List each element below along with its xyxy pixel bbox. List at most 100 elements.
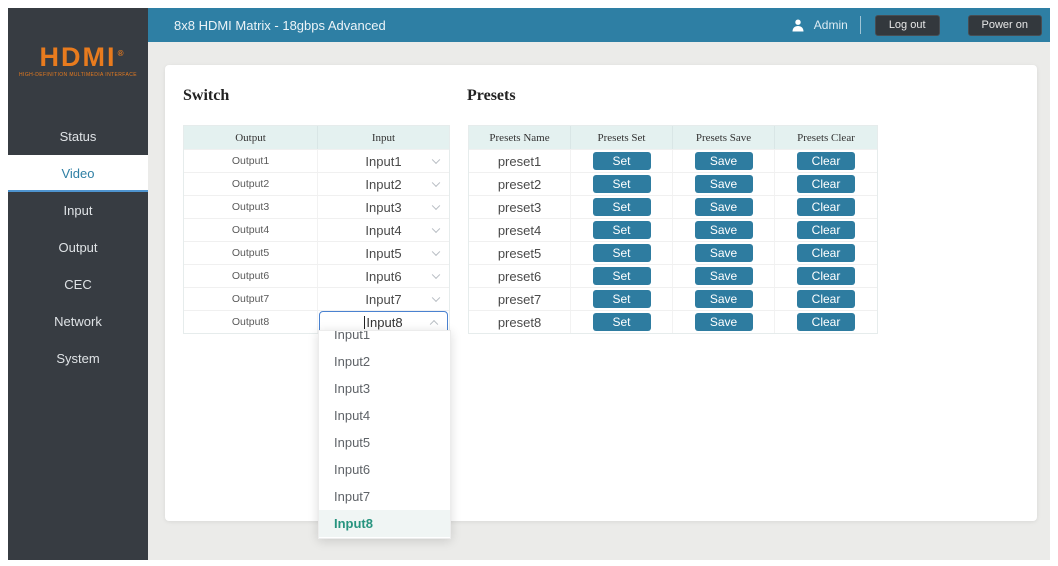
clear-button-preset5[interactable]: Clear [797, 244, 855, 262]
chevron-down-icon [431, 247, 441, 257]
sidebar-item-system[interactable]: System [56, 351, 100, 366]
input-select-output1[interactable]: Input1 [318, 150, 449, 172]
set-button-preset8[interactable]: Set [592, 313, 651, 331]
preset-name: preset7 [469, 288, 571, 310]
preset-name: preset2 [469, 173, 571, 195]
page-title: 8x8 HDMI Matrix - 18gbps Advanced [174, 17, 386, 33]
input-select-output8-focused[interactable]: Input8 [318, 311, 449, 334]
output-label: Output4 [184, 219, 318, 241]
trademark-symbol: ® [117, 49, 126, 58]
save-button-preset5[interactable]: Save [694, 244, 753, 262]
dropdown-option-input5[interactable]: Input5 [334, 435, 371, 450]
output-label: Output7 [184, 288, 318, 310]
sidebar: HDMI ® HIGH-DEFINITION MULTIMEDIA INTERFA… [8, 8, 148, 560]
set-button-preset5[interactable]: Set [592, 244, 651, 262]
column-header-presets-name: Presets Name [469, 126, 571, 149]
output-label: Output2 [184, 173, 318, 195]
presets-table: Presets Name Presets Set Presets Save Pr… [468, 125, 878, 334]
save-button-preset7[interactable]: Save [694, 290, 753, 308]
input-select-value: Input8 [366, 315, 403, 330]
dropdown-options-list: Input1 Input2 Input3 Input4 Input5 Input… [319, 330, 450, 537]
power-on-button[interactable]: Power on [967, 14, 1042, 36]
set-button-preset4[interactable]: Set [592, 221, 651, 239]
save-button-preset1[interactable]: Save [694, 152, 753, 170]
table-row: Output6 Input6 [184, 264, 449, 287]
switch-table-header: Output Input [184, 126, 449, 149]
input-select-output7[interactable]: Input7 [318, 288, 449, 310]
clear-button-preset8[interactable]: Clear [797, 313, 855, 331]
dropdown-option-input6[interactable]: Input6 [334, 462, 371, 477]
clear-button-preset6[interactable]: Clear [797, 267, 855, 285]
input-select-value: Input6 [365, 268, 402, 284]
top-header-bar: 8x8 HDMI Matrix - 18gbps Advanced Admin … [148, 8, 1050, 42]
set-button-preset2[interactable]: Set [592, 175, 651, 193]
table-row: Output3 Input3 [184, 195, 449, 218]
input-select-value: Input3 [365, 199, 402, 215]
table-row: preset6 Set Save Clear [469, 264, 877, 287]
table-row: preset4 Set Save Clear [469, 218, 877, 241]
input-select-value: Input4 [365, 222, 402, 238]
logged-in-user: Admin [813, 18, 848, 32]
clear-button-preset7[interactable]: Clear [797, 290, 855, 308]
presets-section-title: Presets [467, 87, 516, 104]
table-row: Output5 Input5 [184, 241, 449, 264]
input-select-output5[interactable]: Input5 [318, 242, 449, 264]
sidebar-item-status[interactable]: Status [59, 129, 97, 144]
set-button-preset6[interactable]: Set [592, 267, 651, 285]
dropdown-option-input2[interactable]: Input2 [334, 354, 371, 369]
set-button-preset7[interactable]: Set [592, 290, 651, 308]
input-select-output2[interactable]: Input2 [318, 173, 449, 195]
dropdown-option-input3[interactable]: Input3 [334, 381, 371, 396]
hdmi-logo-text: HDMI ® [39, 42, 126, 72]
dropdown-option-input1[interactable]: Input1 [334, 330, 371, 342]
chevron-down-icon [431, 178, 441, 188]
dropdown-option-input8-selected[interactable]: Input8 [319, 510, 450, 537]
clear-button-preset1[interactable]: Clear [797, 152, 855, 170]
table-row: preset1 Set Save Clear [469, 149, 877, 172]
sidebar-item-video[interactable]: Video [8, 155, 148, 192]
column-header-presets-clear: Presets Clear [797, 131, 855, 144]
sidebar-item-cec[interactable]: CEC [64, 277, 92, 292]
save-button-preset3[interactable]: Save [694, 198, 753, 216]
table-row: preset8 Set Save Clear [469, 310, 877, 333]
log-out-button[interactable]: Log out [874, 14, 940, 36]
output-label: Output1 [184, 150, 318, 172]
clear-button-preset2[interactable]: Clear [797, 175, 855, 193]
save-button-preset2[interactable]: Save [694, 175, 753, 193]
chevron-down-icon [431, 201, 441, 211]
input-select-output6[interactable]: Input6 [318, 265, 449, 287]
sidebar-item-output[interactable]: Output [58, 240, 98, 255]
sidebar-item-network[interactable]: Network [54, 314, 102, 329]
set-button-preset3[interactable]: Set [592, 198, 651, 216]
input-dropdown-menu: Input1 Input2 Input3 Input4 Input5 Input… [318, 330, 451, 539]
save-button-preset6[interactable]: Save [694, 267, 753, 285]
set-button-preset1[interactable]: Set [592, 152, 651, 170]
table-row: preset2 Set Save Clear [469, 172, 877, 195]
input-select-value: Input2 [365, 176, 402, 192]
presets-table-header: Presets Name Presets Set Presets Save Pr… [469, 126, 877, 149]
output-label: Output5 [184, 242, 318, 264]
focused-input-combobox[interactable]: Input8 [319, 311, 448, 334]
header-actions: Admin Log out Power on [792, 14, 1050, 36]
input-select-output3[interactable]: Input3 [318, 196, 449, 218]
hdmi-logo: HDMI ® HIGH-DEFINITION MULTIMEDIA INTERFA… [8, 42, 148, 79]
input-select-value: Input1 [365, 153, 402, 169]
save-button-preset4[interactable]: Save [694, 221, 753, 239]
table-row: Output7 Input7 [184, 287, 449, 310]
header-divider [859, 16, 861, 34]
sidebar-item-input[interactable]: Input [63, 203, 93, 218]
input-select-value: Input7 [365, 291, 402, 307]
preset-name: preset8 [469, 311, 571, 333]
user-icon [792, 19, 804, 31]
clear-button-preset4[interactable]: Clear [797, 221, 855, 239]
dropdown-option-input4[interactable]: Input4 [334, 408, 371, 423]
save-button-preset8[interactable]: Save [694, 313, 753, 331]
chevron-down-icon [431, 224, 441, 234]
table-row: Output1 Input1 [184, 149, 449, 172]
clear-button-preset3[interactable]: Clear [797, 198, 855, 216]
preset-name: preset1 [469, 150, 571, 172]
dropdown-option-input7[interactable]: Input7 [334, 489, 371, 504]
hdmi-logo-subtext: HIGH-DEFINITION MULTIMEDIA INTERFACE [19, 72, 137, 78]
input-select-output4[interactable]: Input4 [318, 219, 449, 241]
output-label: Output3 [184, 196, 318, 218]
